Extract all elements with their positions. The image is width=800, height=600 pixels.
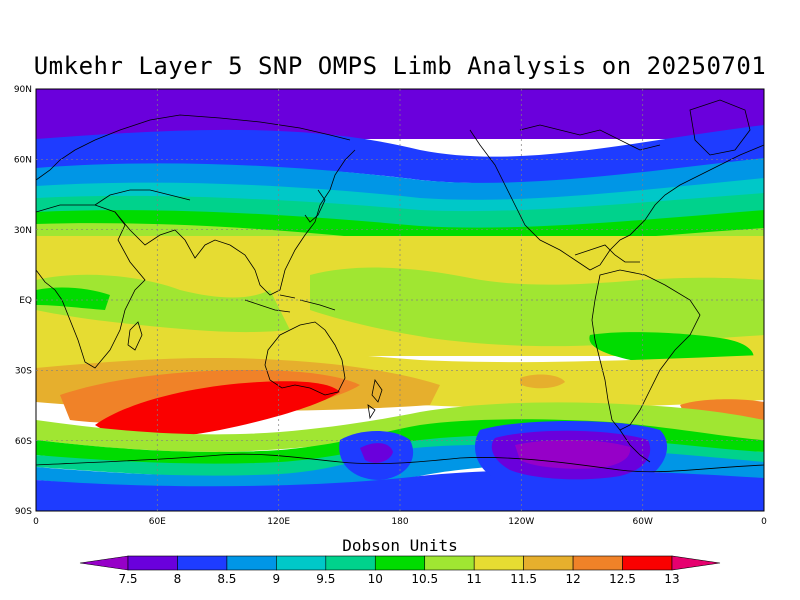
colorbar-segment [572,555,623,571]
colorbar-label: 10 [368,572,383,586]
colorbar-segment [177,555,228,571]
coastlines [36,99,764,473]
ross-sea-core [360,443,393,463]
colorbar-label: 8 [174,572,182,586]
colorbar-segment [473,555,524,571]
colorbar-segment [374,555,426,571]
colorbar-label: 9.5 [316,572,335,586]
colorbar-arrow-high [671,555,721,571]
map-title: Umkehr Layer 5 SNP OMPS Limb Analysis on… [33,52,767,80]
lat-tick-90s: 90S [15,507,32,517]
lon-tick-120w: 120W [508,517,534,527]
lat-tick-30n: 30N [14,226,32,236]
lon-ticks: 0 60E 120E 180 120W 60W 0 [33,517,767,527]
south-pacific-min-center [515,439,631,469]
lat-tick-60s: 60S [15,437,32,447]
colorbar-segment [127,555,178,571]
colorbar-segment [424,555,475,571]
graticule [36,89,764,511]
pacific-orange-patch [520,374,565,389]
tropical-green-east [36,287,110,310]
lat-ticks: 90N 60N 30N EQ 30S 60S 90S [14,85,32,517]
lon-tick-60w: 60W [633,517,653,527]
colorbar-label: 8.5 [217,572,236,586]
tropical-green-west [36,274,290,333]
colorbar-title: Dobson Units [342,536,458,555]
colorbar-label: 13 [664,572,679,586]
colorbar-label: 9 [273,572,281,586]
band-11-south-edge [36,402,764,452]
colorbar-segment [226,555,277,571]
colorbar-label: 11.5 [510,572,537,586]
colorbar-arrow-low [79,555,129,571]
colorbar-label: 10.5 [411,572,438,586]
lat-tick-60n: 60N [14,156,32,166]
lon-tick-0-right: 0 [761,517,767,527]
lon-tick-180: 180 [391,517,408,527]
colorbar-label: 12.5 [609,572,636,586]
colorbar-label: 11 [467,572,482,586]
band-9-5 [36,178,764,213]
colorbar: 7.5 8 8.5 9 9.5 10 10.5 11 11.5 12 12.5 13 [79,555,721,586]
lon-tick-0-left: 0 [33,517,39,527]
lat-tick-eq: EQ [19,296,32,306]
colorbar-label: 12 [565,572,580,586]
lat-tick-30s: 30S [15,367,32,377]
colorbar-segment [276,555,327,571]
colorbar-segment [523,555,574,571]
tropical-green-pacific [310,267,764,347]
lon-tick-60e: 60E [149,517,166,527]
colorbar-label: 7.5 [118,572,137,586]
lat-tick-90n: 90N [14,85,32,95]
colorbar-segment [325,555,376,571]
lon-tick-120e: 120E [267,517,290,527]
colorbar-segment [622,555,673,571]
